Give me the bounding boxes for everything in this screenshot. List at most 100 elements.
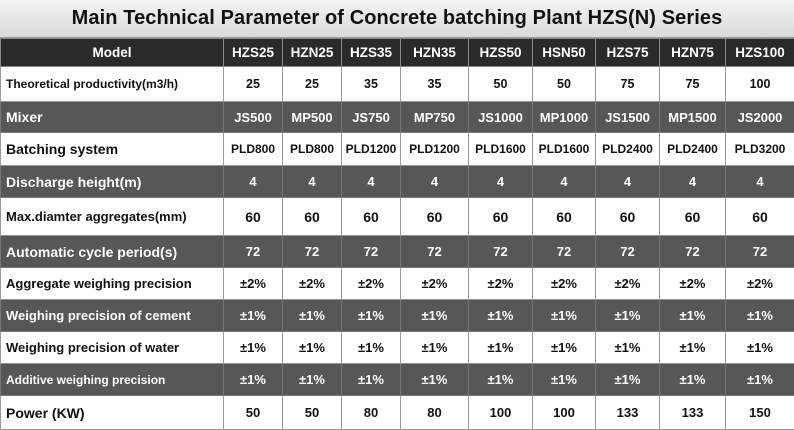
- table-cell: ±2%: [596, 268, 660, 300]
- table-cell: ±1%: [596, 332, 660, 364]
- table-cell: 100: [469, 396, 533, 430]
- table-cell: MP1000: [533, 102, 596, 133]
- header-cell: HZS25: [224, 39, 283, 67]
- header-cell: HSN50: [533, 39, 596, 67]
- table-cell: PLD1200: [401, 133, 469, 166]
- table-cell: JS2000: [726, 102, 794, 133]
- table-row: Batching system PLD800 PLD800 PLD1200 PL…: [1, 133, 794, 166]
- table-cell: 60: [342, 198, 401, 236]
- table-cell: ±2%: [469, 268, 533, 300]
- table-cell: ±1%: [401, 364, 469, 396]
- table-cell: 72: [726, 236, 794, 268]
- table-cell: 75: [660, 67, 726, 102]
- table-cell: 4: [533, 166, 596, 198]
- table-row: Power (KW) 50 50 80 80 100 100 133 133 1…: [1, 396, 794, 430]
- header-cell: HZS35: [342, 39, 401, 67]
- header-cell: HZN25: [283, 39, 342, 67]
- table-cell: JS750: [342, 102, 401, 133]
- table-cell: 4: [283, 166, 342, 198]
- table-cell: ±1%: [401, 332, 469, 364]
- table-cell: ±1%: [533, 364, 596, 396]
- row-label: Discharge height(m): [1, 166, 224, 198]
- table-cell: 4: [596, 166, 660, 198]
- table-cell: ±2%: [342, 268, 401, 300]
- table-cell: 50: [469, 67, 533, 102]
- table-cell: MP750: [401, 102, 469, 133]
- table-cell: ±1%: [469, 300, 533, 332]
- table-cell: 133: [660, 396, 726, 430]
- table-cell: 150: [726, 396, 794, 430]
- table-cell: PLD800: [283, 133, 342, 166]
- table-cell: 60: [596, 198, 660, 236]
- table-cell: 60: [469, 198, 533, 236]
- table-cell: 4: [469, 166, 533, 198]
- table-cell: 72: [224, 236, 283, 268]
- table-cell: ±2%: [726, 268, 794, 300]
- table-cell: ±1%: [726, 364, 794, 396]
- table-cell: ±1%: [224, 332, 283, 364]
- table-cell: ±1%: [342, 364, 401, 396]
- header-cell: Model: [1, 39, 224, 67]
- table-cell: 72: [469, 236, 533, 268]
- table-cell: 60: [533, 198, 596, 236]
- header-cell: HZS75: [596, 39, 660, 67]
- table-cell: 35: [342, 67, 401, 102]
- table-row: Max.diamter aggregates(mm) 60 60 60 60 6…: [1, 198, 794, 236]
- table-cell: 35: [401, 67, 469, 102]
- table-cell: ±1%: [283, 332, 342, 364]
- table-cell: PLD2400: [660, 133, 726, 166]
- table-cell: 133: [596, 396, 660, 430]
- parameter-table: Model HZS25 HZN25 HZS35 HZN35 HZS50 HSN5…: [0, 38, 794, 430]
- table-cell: 72: [596, 236, 660, 268]
- table-cell: 72: [283, 236, 342, 268]
- table-cell: 100: [726, 67, 794, 102]
- table-row: Aggregate weighing precision ±2% ±2% ±2%…: [1, 268, 794, 300]
- header-cell: HZN75: [660, 39, 726, 67]
- page-title: Main Technical Parameter of Concrete bat…: [0, 0, 794, 38]
- table-cell: 4: [401, 166, 469, 198]
- table-cell: ±1%: [469, 332, 533, 364]
- table-cell: ±2%: [401, 268, 469, 300]
- row-label: Weighing precision of cement: [1, 300, 224, 332]
- table-cell: 25: [224, 67, 283, 102]
- table-cell: 4: [726, 166, 794, 198]
- table-cell: JS500: [224, 102, 283, 133]
- table-row: Mixer JS500 MP500 JS750 MP750 JS1000 MP1…: [1, 102, 794, 133]
- table-cell: ±1%: [224, 300, 283, 332]
- row-label: Batching system: [1, 133, 224, 166]
- table-cell: ±1%: [342, 332, 401, 364]
- table-cell: ±1%: [469, 364, 533, 396]
- table-cell: ±1%: [660, 300, 726, 332]
- table-cell: 80: [401, 396, 469, 430]
- header-cell: HZS50: [469, 39, 533, 67]
- table-cell: 50: [283, 396, 342, 430]
- table-cell: 60: [726, 198, 794, 236]
- table-cell: MP1500: [660, 102, 726, 133]
- table-cell: 50: [533, 67, 596, 102]
- table-cell: ±2%: [660, 268, 726, 300]
- table-cell: PLD2400: [596, 133, 660, 166]
- table-cell: 60: [224, 198, 283, 236]
- table-cell: PLD3200: [726, 133, 794, 166]
- table-cell: PLD800: [224, 133, 283, 166]
- row-label: Power (KW): [1, 396, 224, 430]
- table-cell: ±1%: [726, 332, 794, 364]
- row-label: Aggregate weighing precision: [1, 268, 224, 300]
- table-cell: 72: [660, 236, 726, 268]
- table-cell: ±1%: [533, 300, 596, 332]
- table-cell: 72: [533, 236, 596, 268]
- table-cell: 4: [342, 166, 401, 198]
- table-row: Additive weighing precision ±1% ±1% ±1% …: [1, 364, 794, 396]
- table-cell: 72: [401, 236, 469, 268]
- table-cell: 60: [660, 198, 726, 236]
- table-cell: 80: [342, 396, 401, 430]
- table-cell: MP500: [283, 102, 342, 133]
- table-row: Weighing precision of cement ±1% ±1% ±1%…: [1, 300, 794, 332]
- table-row: Weighing precision of water ±1% ±1% ±1% …: [1, 332, 794, 364]
- table-cell: 60: [401, 198, 469, 236]
- table-cell: 4: [224, 166, 283, 198]
- table-cell: ±1%: [283, 300, 342, 332]
- table-cell: ±1%: [342, 300, 401, 332]
- table-cell: JS1500: [596, 102, 660, 133]
